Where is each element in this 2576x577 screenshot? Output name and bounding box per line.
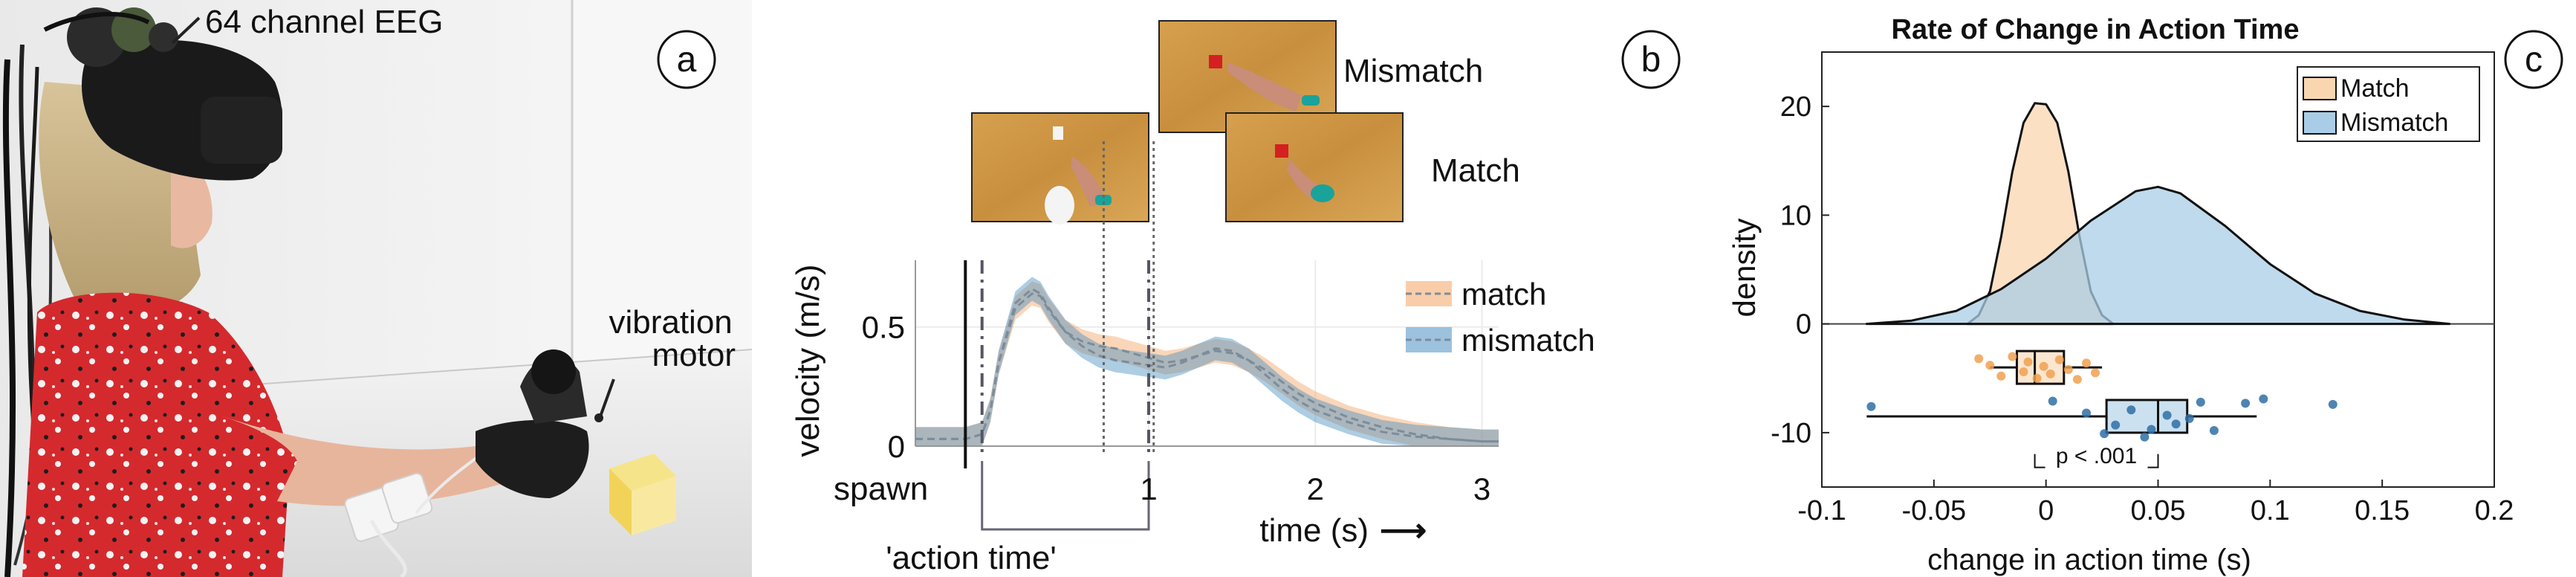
- panel-c-badge: [2504, 30, 2563, 89]
- band-match: [915, 281, 1499, 446]
- time-x-axis-label: time (s): [1259, 512, 1369, 549]
- panel-a-badge: [657, 30, 716, 89]
- action-time-bracket: [981, 461, 1150, 531]
- data-point-Match: [2019, 367, 2028, 376]
- data-point-Mismatch: [2196, 397, 2205, 407]
- legend-label-match: match: [1461, 277, 1546, 312]
- mismatch-thumb-label: Mismatch: [1343, 53, 1483, 89]
- velocity-bands: [915, 277, 1499, 446]
- data-point-Match: [2039, 361, 2048, 371]
- panel-a-label: a: [677, 40, 697, 80]
- density-y-axis-label: density: [1727, 218, 1762, 317]
- event-markers: [964, 141, 1155, 531]
- thumbnail-match: [1225, 112, 1404, 222]
- data-point-Match: [2023, 357, 2033, 367]
- density-chart: Rate of Change in Action Time c -0.1 -0.0…: [1727, 14, 2563, 576]
- velocity-y-axis-label: velocity (m/s): [790, 264, 826, 457]
- data-point-Match: [2091, 368, 2100, 378]
- data-point-Match: [2032, 373, 2042, 383]
- data-point-Mismatch: [2100, 429, 2109, 439]
- panel-b-velocity-chart: Mismatch Match b 0 0.5 1 2 3 match mismatch v…: [752, 0, 1696, 577]
- panel-a-photo: 64 channel EEG vibration motor a: [0, 0, 752, 577]
- data-point-Mismatch: [2140, 432, 2150, 442]
- data-point-Match: [1996, 371, 2006, 381]
- data-point-Mismatch: [2162, 410, 2172, 420]
- motor-label: vibration motor: [609, 304, 742, 373]
- data-point-Mismatch: [2171, 419, 2181, 429]
- data-point-Mismatch: [2259, 394, 2268, 404]
- time-arrow: ⟶: [1380, 512, 1427, 549]
- data-point-Match: [2054, 355, 2064, 364]
- data-point-Match: [2072, 375, 2082, 384]
- x-tick-label: 0.1: [2251, 495, 2290, 526]
- legend-swatch-Match: [2303, 77, 2337, 100]
- density-areas: [1865, 102, 2451, 326]
- pvalue-label: p < .001: [2056, 444, 2137, 468]
- y-tick-label: 0: [1796, 309, 1811, 341]
- motor-pointer-line: [599, 378, 615, 417]
- density-area-Mismatch: [1865, 185, 2451, 326]
- panel-b-label: b: [1641, 40, 1661, 80]
- data-point-Mismatch: [1866, 402, 1876, 411]
- data-point-Mismatch: [2241, 399, 2251, 408]
- velocity-lines: [915, 287, 1499, 443]
- legend-label-mismatch: mismatch: [1461, 323, 1595, 358]
- data-points: [1866, 352, 2337, 442]
- data-point-Match: [2008, 352, 2017, 361]
- velocity-legend: match mismatch: [1406, 277, 1595, 358]
- y-tick-label: -10: [1771, 418, 1811, 449]
- velocity-chart: Mismatch Match b 0 0.5 1 2 3 match mismatch v…: [790, 20, 1681, 576]
- density-legend: Match Mismatch: [2297, 66, 2480, 142]
- panel-c-label: c: [2525, 40, 2543, 80]
- data-point-Match: [2082, 358, 2091, 368]
- y-tick-label: 10: [1780, 200, 1811, 231]
- velocity-tick-labels: 0 0.5 1 2 3: [862, 310, 1491, 506]
- eeg-pointer-line: [171, 16, 201, 45]
- y-tick-label: 0.5: [862, 310, 905, 345]
- band-mismatch: [915, 277, 1499, 446]
- x-tick-label: 3: [1473, 471, 1490, 506]
- y-tick-label: 20: [1780, 91, 1811, 123]
- data-point-Match: [1974, 354, 1984, 364]
- data-point-Mismatch: [2147, 425, 2156, 434]
- data-point-Mismatch: [2111, 420, 2121, 430]
- eeg-label: 64 channel EEG: [205, 4, 443, 40]
- data-point-Match: [2063, 365, 2073, 374]
- data-point-Match: [1985, 361, 1995, 370]
- legend-swatch-Mismatch: [2303, 111, 2337, 135]
- panel-c-density-chart: Rate of Change in Action Time c -0.1 -0.0…: [1696, 0, 2576, 577]
- x-tick-label: 0.2: [2475, 495, 2514, 526]
- x-tick-label: -0.1: [1797, 495, 1846, 526]
- x-tick-label: 0: [2038, 495, 2054, 526]
- data-point-Mismatch: [2048, 396, 2057, 406]
- data-point-Match: [2045, 369, 2055, 378]
- action-time-label: 'action time': [886, 540, 1057, 576]
- panel-b-badge: [1621, 30, 1681, 89]
- photo-illustration: 64 channel EEG vibration motor a: [0, 0, 752, 577]
- pvalue-bracket: [2034, 454, 2159, 468]
- data-point-Mismatch: [2328, 399, 2337, 409]
- thumbnail-start: [971, 112, 1149, 225]
- x-tick-label: 0.15: [2355, 495, 2410, 526]
- x-tick-label: 0.05: [2131, 495, 2186, 526]
- legend-label-Match: Match: [2340, 74, 2410, 103]
- x-tick-label: 2: [1307, 471, 1324, 506]
- x-tick-label: 1: [1140, 471, 1157, 506]
- density-chart-title: Rate of Change in Action Time: [1892, 14, 2300, 45]
- mean-line-match: [915, 292, 1499, 443]
- x-tick-label: -0.05: [1902, 495, 1967, 526]
- legend-label-Mismatch: Mismatch: [2340, 109, 2448, 137]
- spawn-label: spawn: [834, 471, 928, 507]
- y-tick-label: 0: [888, 429, 905, 464]
- data-point-Mismatch: [2184, 413, 2194, 423]
- data-point-Mismatch: [2209, 426, 2219, 435]
- density-x-axis-label: change in action time (s): [1927, 544, 2251, 576]
- density-tick-labels: -0.1 -0.05 0 0.05 0.1 0.15 0.2 -10 0 10 20: [1771, 91, 2514, 526]
- mean-line-mismatch: [915, 287, 1499, 443]
- data-point-Mismatch: [2126, 405, 2136, 415]
- match-thumb-label: Match: [1431, 152, 1520, 189]
- data-point-Mismatch: [2082, 408, 2091, 418]
